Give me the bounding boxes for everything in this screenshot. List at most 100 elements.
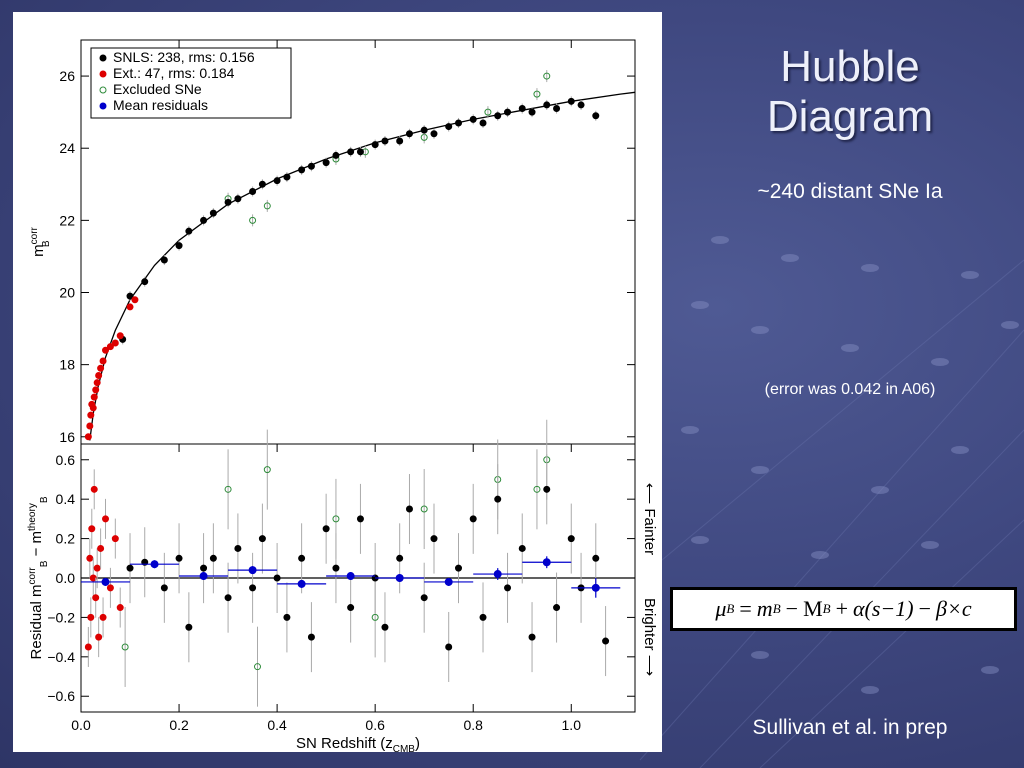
- top-snls-point: [332, 151, 340, 159]
- bottom-snls-point: [347, 604, 355, 612]
- hubble-plot-svg: 16 18 20 22 24 26 0.6 0.4 0.2 0.0 −0.2 −0.4 −0.6 0.0 0…: [27, 39, 658, 755]
- top-snls-point: [518, 105, 526, 113]
- bottom-snls-point: [455, 564, 463, 572]
- x-tick-label: 0.8: [463, 717, 483, 733]
- formula-M-sub: B: [822, 601, 831, 616]
- top-snls-point: [479, 119, 487, 127]
- top-ext-point: [95, 371, 103, 379]
- mean-residual-point: [199, 572, 208, 581]
- brighter-label: Brighter ⟶: [641, 598, 658, 676]
- top-snls-point: [234, 195, 242, 203]
- legend-entry-label: Mean residuals: [113, 97, 208, 113]
- top-y-tick-label: 18: [59, 357, 75, 373]
- slide-title: Hubble Diagram: [700, 42, 1000, 142]
- top-snls-point: [553, 105, 561, 113]
- bottom-ext-point: [95, 633, 103, 641]
- bottom-snls-point: [160, 584, 168, 592]
- slide-title-line2: Diagram: [766, 92, 934, 141]
- citation: Sullivan et al. in prep: [752, 716, 948, 739]
- top-ext-point: [131, 296, 139, 304]
- top-snls-point: [175, 242, 183, 250]
- bottom-ext-point: [90, 485, 98, 493]
- top-snls-point: [249, 188, 257, 195]
- bottom-excluded-point: [253, 663, 261, 671]
- bottom-y-tick-label: 0.2: [56, 531, 76, 547]
- top-y-tick-label: 22: [59, 212, 75, 228]
- formula-beta-term: β×c: [936, 596, 972, 621]
- x-axis-label: SN Redshift (zCMB): [296, 735, 420, 752]
- top-snls-point: [445, 123, 453, 131]
- bottom-ext-point: [97, 544, 105, 552]
- bottom-excluded-point: [420, 505, 428, 513]
- top-y-axis-label: mcorrB: [29, 226, 52, 256]
- top-excluded-point: [533, 90, 541, 98]
- bottom-snls-point: [430, 535, 438, 543]
- top-snls-point: [567, 97, 575, 105]
- subtitle: ~240 distant SNe Ia: [757, 180, 943, 203]
- top-snls-point: [405, 130, 413, 138]
- top-snls-point: [298, 166, 306, 174]
- hubble-figure: 16 18 20 22 24 26 0.6 0.4 0.2 0.0 −0.2 −0.4 −0.6 0.0 0…: [13, 12, 662, 755]
- top-ext-point: [84, 433, 92, 441]
- bottom-ext-point: [99, 613, 107, 621]
- bottom-snls-point: [307, 633, 315, 641]
- legend-marker: [99, 86, 107, 94]
- bottom-excluded-point: [332, 515, 340, 523]
- bottom-snls-point: [469, 515, 477, 523]
- x-tick-label: 0.6: [365, 717, 385, 733]
- formula-mu: μ: [715, 596, 727, 621]
- bottom-snls-point: [283, 613, 291, 621]
- top-snls-point: [430, 130, 438, 138]
- formula-eq: =: [739, 596, 752, 621]
- top-snls-point: [494, 112, 502, 120]
- bottom-snls-point: [200, 564, 208, 572]
- top-y-tick-label: 26: [59, 68, 75, 84]
- model-curve: [89, 91, 636, 441]
- bottom-y-tick-label: 0.6: [56, 452, 76, 468]
- legend-box: [90, 47, 292, 119]
- bottom-ext-point: [89, 574, 97, 582]
- top-y-tick-label: 20: [59, 285, 75, 301]
- top-ext-point: [97, 364, 105, 372]
- top-snls-point: [528, 108, 536, 116]
- bottom-snls-point: [273, 574, 281, 582]
- x-tick-label: 0.0: [71, 717, 91, 733]
- top-snls-point: [504, 108, 512, 116]
- bottom-y-tick-label: 0.4: [56, 491, 76, 507]
- bottom-ext-point: [86, 554, 94, 562]
- formula-m-sub: B: [772, 601, 781, 616]
- top-snls-point: [356, 148, 364, 156]
- top-ext-point: [90, 393, 98, 401]
- top-snls-point: [200, 216, 208, 224]
- bottom-snls-point: [494, 495, 502, 503]
- top-snls-point: [273, 177, 281, 185]
- bottom-snls-point: [332, 564, 340, 572]
- bottom-ext-point: [116, 604, 124, 612]
- bottom-snls-point: [504, 584, 512, 592]
- top-snls-point: [381, 137, 389, 145]
- legend-marker: [99, 102, 107, 110]
- top-ext-point: [106, 343, 114, 351]
- top-snls-point: [371, 141, 379, 149]
- top-snls-point: [543, 101, 551, 109]
- top-snls-point: [420, 126, 428, 134]
- top-y-tick-label: 24: [59, 140, 75, 156]
- bottom-y-tick-label: −0.4: [47, 649, 75, 665]
- bottom-y-tick-label: −0.6: [47, 688, 75, 704]
- formula-minus2: −: [918, 596, 932, 621]
- top-snls-point: [322, 159, 330, 167]
- bottom-excluded-point: [121, 643, 129, 651]
- bottom-ext-point: [92, 594, 100, 602]
- bottom-snls-point: [234, 544, 242, 552]
- top-ext-point: [102, 346, 110, 354]
- bottom-snls-point: [224, 594, 232, 602]
- bottom-snls-point: [249, 584, 257, 592]
- bottom-snls-point: [445, 643, 453, 651]
- top-snls-point: [185, 227, 193, 235]
- mean-residual-point: [444, 577, 453, 586]
- top-snls-point: [283, 173, 291, 181]
- mean-residual-point: [493, 570, 502, 579]
- bottom-snls-point: [175, 554, 183, 562]
- bottom-ext-point: [88, 525, 96, 533]
- top-snls-point: [455, 119, 463, 127]
